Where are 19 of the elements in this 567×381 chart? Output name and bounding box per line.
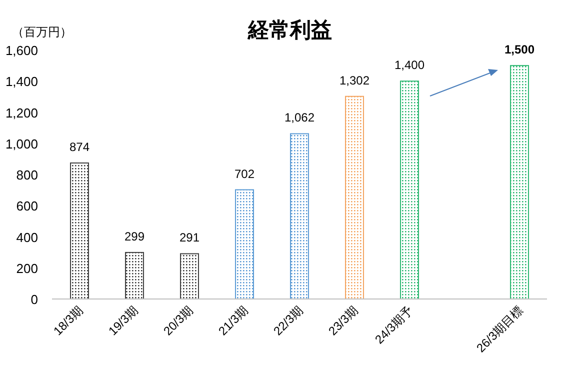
data-label: 299 bbox=[124, 229, 145, 244]
y-tick-label: 1,400 bbox=[5, 74, 38, 90]
data-label: 1,062 bbox=[284, 110, 315, 125]
y-tick-label: 1,600 bbox=[5, 43, 38, 58]
data-label: 1,500 bbox=[504, 42, 535, 57]
y-tick-label: 0 bbox=[30, 292, 38, 307]
y-tick-label: 800 bbox=[16, 168, 38, 182]
y-axis-title: （百万円） bbox=[12, 25, 72, 39]
y-tick-label: 1,200 bbox=[5, 105, 38, 120]
y-tick-label: 1,000 bbox=[5, 136, 38, 152]
data-label: 702 bbox=[234, 166, 255, 181]
y-tick-label: 400 bbox=[16, 230, 38, 245]
data-label: 1,400 bbox=[394, 58, 425, 72]
chart-title: 経常利益 bbox=[247, 19, 332, 42]
data-label: 874 bbox=[69, 140, 90, 154]
y-tick-label: 200 bbox=[16, 260, 38, 276]
data-label: 291 bbox=[179, 230, 200, 245]
data-label: 1,302 bbox=[339, 73, 370, 88]
y-tick-label: 600 bbox=[16, 198, 38, 214]
